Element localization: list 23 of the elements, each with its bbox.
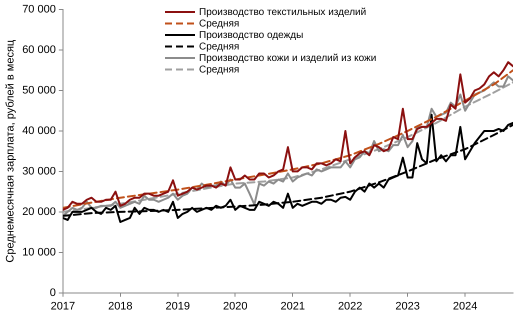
y-tick-label: 70 000 <box>22 4 56 16</box>
x-tick-label: 2017 <box>50 300 76 312</box>
y-tick-label: 60 000 <box>22 44 56 56</box>
x-tick-label: 2021 <box>280 300 305 312</box>
legend-label: Производство кожи и изделий из кожи <box>199 52 376 64</box>
legend-label: Средняя <box>199 64 240 76</box>
x-tick-label: 2023 <box>395 300 420 312</box>
x-tick-label: 2018 <box>108 300 133 312</box>
legend-label: Производство одежды <box>199 30 304 41</box>
legend-label: Производство текстильных изделий <box>199 6 366 18</box>
y-tick-label: 40 000 <box>22 125 56 138</box>
y-tick-label: 0 <box>50 286 56 299</box>
legend-label: Средняя <box>199 18 240 30</box>
legend-label: Средняя <box>199 41 240 52</box>
x-tick-label: 2024 <box>452 300 478 312</box>
y-axis-title: Среднемесячная зарплата, рублей в месяц <box>4 39 17 263</box>
y-tick-label: 30 000 <box>22 165 56 178</box>
y-tick-label: 10 000 <box>22 246 56 258</box>
y-tick-label: 20 000 <box>22 206 56 218</box>
x-tick-label: 2019 <box>166 300 190 312</box>
x-tick-label: 2020 <box>223 300 248 312</box>
y-tick-label: 50 000 <box>22 84 56 97</box>
x-tick-label: 2022 <box>338 300 362 312</box>
